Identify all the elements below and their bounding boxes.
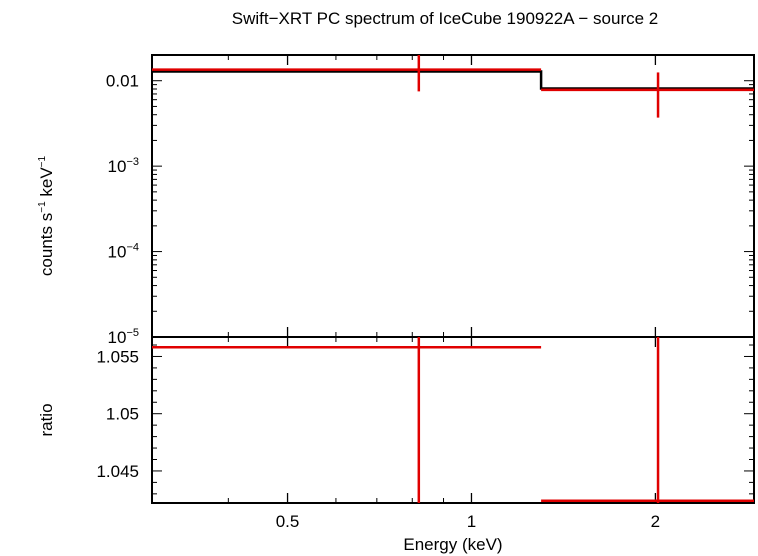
- ratio-frame: [151, 336, 755, 504]
- y-tick-label: 10−5: [108, 327, 139, 347]
- x-tick-label: 2: [651, 512, 660, 531]
- y-tick-label: 1.045: [96, 462, 139, 481]
- y-tick-label: 0.01: [106, 72, 139, 91]
- x-axis-label: Energy (keV): [403, 535, 502, 554]
- y-tick-label: 1.05: [106, 405, 139, 424]
- ratio-axis-label: ratio: [37, 403, 56, 436]
- model-step-line: [152, 70, 754, 90]
- y-tick-label: 10−4: [108, 242, 139, 262]
- x-tick-label: 0.5: [276, 512, 300, 531]
- y-tick-label: 1.055: [96, 347, 139, 366]
- ratio-panel: 1.045 1.05 1.055 0.5 1 2 Energy (keV) ratio: [37, 336, 755, 554]
- x-tick-label: 1: [467, 512, 476, 531]
- y-tick-label: 10−3: [108, 156, 139, 176]
- chart-title: Swift−XRT PC spectrum of IceCube 190922A…: [232, 9, 659, 28]
- spectrum-panel: 0.01 10−3 10−4 10−5 counts s−1 keV−1: [37, 54, 755, 347]
- spectrum-frame: [151, 54, 755, 338]
- y-axis-label: counts s−1 keV−1: [37, 155, 56, 276]
